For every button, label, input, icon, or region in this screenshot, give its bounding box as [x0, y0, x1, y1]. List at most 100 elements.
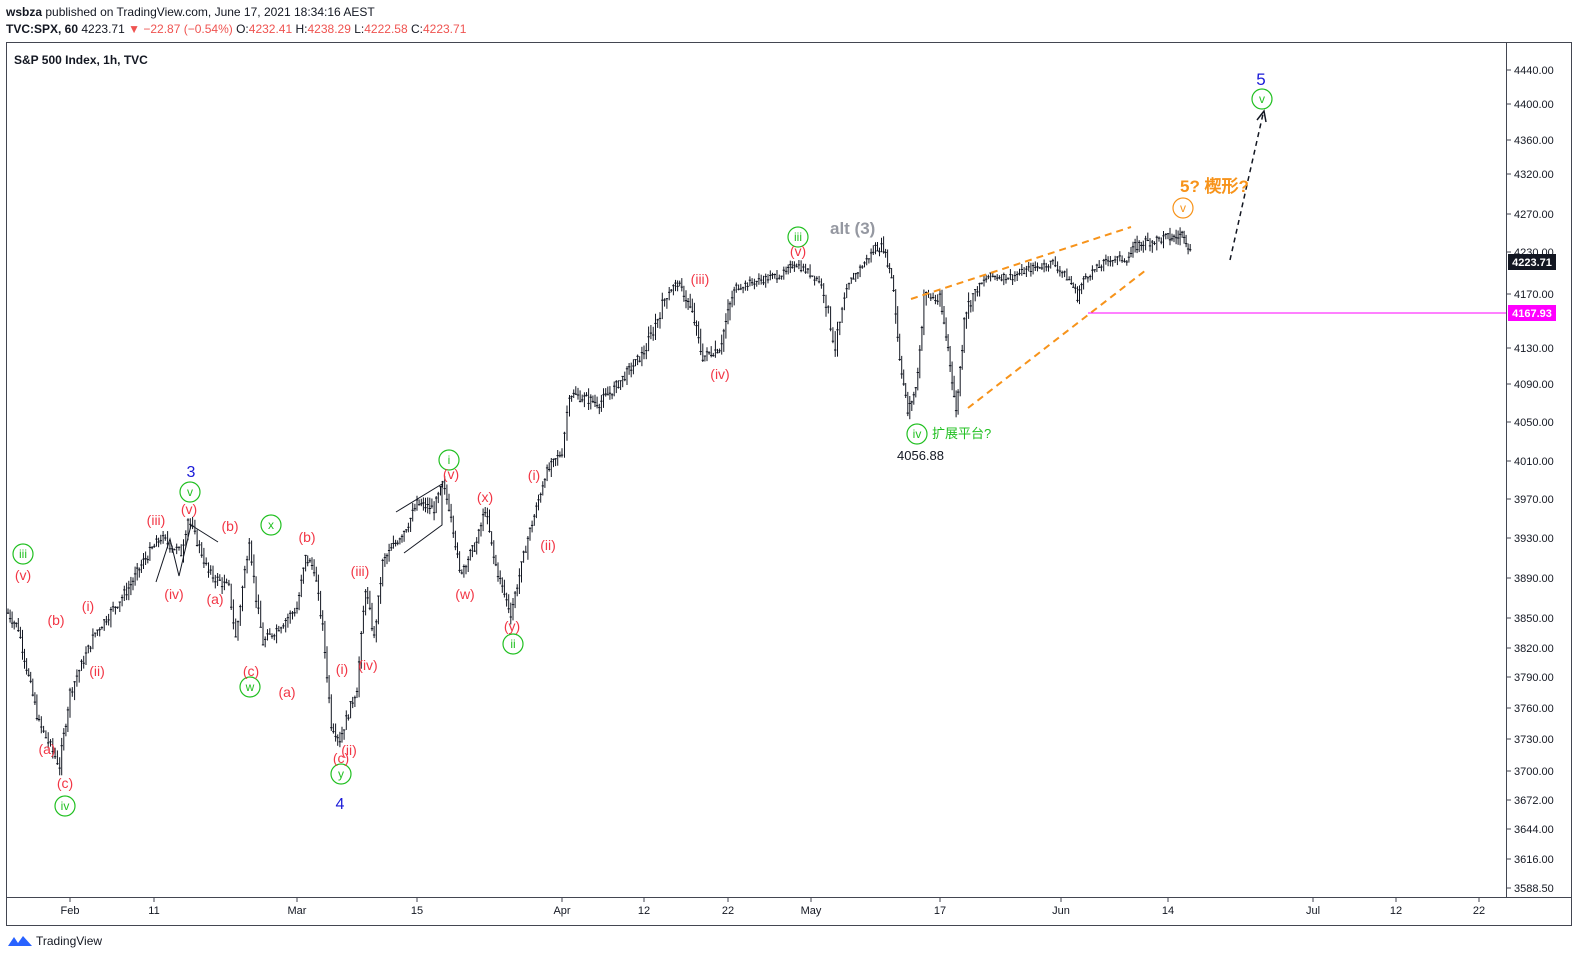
last-price-tag [1508, 254, 1556, 270]
wave-label-iii-red-2: (iii) [351, 563, 370, 579]
y-tick-label: 4270.00 [1514, 209, 1554, 221]
wave-label-v-green: v [187, 485, 193, 499]
close-label: C: [410, 22, 423, 36]
x-tick-label: Apr [553, 905, 570, 917]
x-tick-label: Jul [1306, 905, 1320, 917]
open-value: 4232.41 [248, 22, 293, 36]
tradingview-logo-icon [8, 936, 32, 946]
support-price-tag [1508, 305, 1556, 321]
wave-label-iii-green-2: iii [794, 230, 802, 244]
arrow-head-icon [1256, 109, 1267, 123]
chart-title: S&P 500 Index, 1h, TVC [14, 53, 148, 67]
high-label: H: [295, 22, 308, 36]
y-tick-label: 4050.00 [1514, 417, 1554, 429]
last-price-tag-text: 4223.71 [1512, 257, 1552, 269]
high-value: 4238.29 [307, 22, 351, 36]
wave-label-i-red-3: (i) [528, 467, 540, 483]
wave-label-w-green: w [245, 680, 255, 694]
wave-label-i-green: i [448, 453, 451, 467]
x-tick-label: May [801, 905, 822, 917]
time-axis[interactable]: Feb 11 Mar 15 Apr 12 22 May 17 Jun 14 Jul 12 22 [61, 897, 1486, 917]
low-price-label: 4056.88 [897, 448, 944, 463]
wave-label-v-green-2: v [1259, 92, 1265, 106]
y-tick-label: 3588.50 [1514, 883, 1554, 895]
x-tick-label: Mar [288, 905, 307, 917]
x-tick-label: 14 [1162, 905, 1174, 917]
wave-label-iv-green-2: iv [913, 427, 922, 441]
y-tick-label: 4090.00 [1514, 379, 1554, 391]
wave-label-x-green: x [268, 518, 274, 532]
symbol: TVC:SPX, 60 [6, 22, 79, 36]
wave-label-v-orange: v [1180, 201, 1186, 215]
x-tick-label: Jun [1052, 905, 1070, 917]
x-tick-label: 11 [148, 905, 159, 917]
wave-label-b-red-2: (b) [221, 518, 238, 534]
alt3-annotation: alt (3) [830, 219, 875, 238]
wave-label-ii-red-3: (ii) [540, 537, 556, 553]
y-tick-label: 4400.00 [1514, 99, 1554, 111]
price-chart[interactable]: S&P 500 Index, 1h, TVC 4440.004400.00436… [6, 42, 1572, 926]
wave-label-w-red: (w) [455, 586, 474, 602]
y-tick-label: 4440.00 [1514, 65, 1554, 77]
wave-label-x-red: (x) [477, 489, 493, 505]
wave-label-v-red: (v) [15, 567, 31, 583]
wedge-annotation: 5? 楔形? [1180, 176, 1249, 196]
wave-label-y-red: (y) [504, 618, 520, 634]
wave-labels: iii iv v x w y i ii iii iv 扩展平台? v v 5? … [12, 70, 1273, 817]
wave-label-iii-red: (iii) [147, 512, 166, 528]
y-tick-label: 4320.00 [1514, 169, 1554, 181]
wave-label-b-red-3: (b) [298, 529, 315, 545]
author[interactable]: wsbza [6, 5, 43, 19]
candlestick-series [6, 227, 1192, 776]
close-value: 4223.71 [422, 22, 467, 36]
projection-arrow[interactable] [1229, 113, 1264, 261]
change-arrow-icon: ▼ [128, 22, 140, 36]
wave-label-a-red-3: (a) [278, 684, 295, 700]
triangle-drawing [155, 524, 219, 583]
low-value: 4222.58 [364, 22, 408, 36]
y-tick-label: 4130.00 [1514, 343, 1554, 355]
published-text: published on TradingView.com, June 17, 2… [45, 5, 375, 19]
y-tick-label: 4010.00 [1514, 456, 1554, 468]
wave-label-ii-red: (ii) [89, 663, 105, 679]
y-tick-label: 3730.00 [1514, 734, 1554, 746]
y-tick-label: 3644.00 [1514, 824, 1554, 836]
wedge-upper-line[interactable] [910, 226, 1132, 300]
y-tick-label: 4170.00 [1514, 289, 1554, 301]
change-value: −22.87 (−0.54%) [143, 22, 233, 36]
tradingview-footer[interactable]: TradingView [8, 934, 102, 948]
y-tick-label: 3760.00 [1514, 703, 1554, 715]
tradingview-brand: TradingView [36, 934, 103, 948]
x-tick-label: 15 [411, 905, 423, 917]
y-tick-label: 3930.00 [1514, 533, 1554, 545]
y-tick-label: 3890.00 [1514, 573, 1554, 585]
chart-border [6, 42, 1572, 926]
x-tick-label: 17 [934, 905, 946, 917]
y-tick-label: 3672.00 [1514, 795, 1554, 807]
y-tick-label: 3616.00 [1514, 854, 1554, 866]
x-tick-label: 12 [638, 905, 650, 917]
x-tick-label: 22 [1473, 905, 1485, 917]
price-axis[interactable]: 4440.004400.004360.004320.004270.004230.… [1506, 65, 1554, 895]
y-tick-label: 3970.00 [1514, 494, 1554, 506]
wave-label-c-red: (c) [57, 775, 73, 791]
wave-label-v-red-4: (v) [790, 243, 806, 259]
ohlc-line: TVC:SPX, 60 4223.71 ▼ −22.87 (−0.54%) O:… [6, 22, 466, 36]
support-price-tag-text: 4167.93 [1512, 308, 1552, 320]
wave-label-5-blue: 5 [1256, 70, 1265, 89]
wave-label-3-blue: 3 [187, 464, 196, 481]
y-tick-label: 3790.00 [1514, 672, 1554, 684]
x-tick-label: Feb [61, 905, 80, 917]
flat-annotation: 扩展平台? [932, 426, 991, 441]
wedge-lower-line[interactable] [967, 269, 1147, 409]
x-tick-label: 22 [722, 905, 734, 917]
wave-label-iv-green: iv [61, 799, 70, 813]
wave-label-a-red-2: (a) [206, 591, 223, 607]
channel-drawing [395, 483, 443, 554]
wave-label-y-green: y [338, 767, 344, 781]
wave-label-iv-red-3: (iv) [710, 366, 729, 382]
wave-label-iii-red-3: (iii) [691, 271, 710, 287]
publish-line: wsbza published on TradingView.com, June… [6, 5, 375, 19]
open-label: O: [236, 22, 249, 36]
wave-label-v-red-2: (v) [181, 501, 197, 517]
